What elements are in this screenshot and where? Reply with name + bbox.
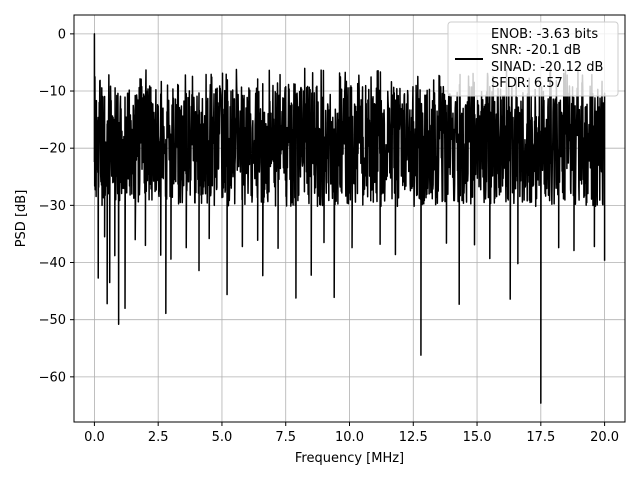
y-tick-label: −40 [39, 256, 66, 271]
y-tick-label: −10 [39, 85, 66, 100]
x-tick-label: 12.5 [399, 430, 428, 445]
legend-line-3: SINAD: -20.12 dB [491, 60, 603, 75]
x-axis-ticks: 0.0 2.5 5.0 7.5 10.0 12.5 15.0 17.5 20.0 [84, 422, 619, 445]
y-tick-label: 0 [58, 27, 66, 42]
y-tick-label: −30 [39, 199, 66, 214]
x-tick-label: 2.5 [148, 430, 169, 445]
y-tick-label: −60 [39, 370, 66, 385]
y-tick-label: −50 [39, 313, 66, 328]
legend-line-4: SFDR: 6.57 [491, 76, 563, 91]
x-tick-label: 0.0 [84, 430, 105, 445]
y-tick-label: −20 [39, 142, 66, 157]
legend-line-1: ENOB: -3.63 bits [491, 27, 598, 42]
legend-box [447, 21, 619, 97]
series-group [93, 33, 606, 404]
x-tick-label: 15.0 [463, 430, 492, 445]
x-tick-label: 10.0 [335, 430, 364, 445]
y-axis-ticks: 0 −10 −20 −30 −40 −50 −60 [39, 27, 74, 385]
legend-line-2: SNR: -20.1 dB [491, 43, 581, 58]
psd-series-line [93, 33, 606, 404]
x-tick-label: 7.5 [275, 430, 296, 445]
x-tick-label: 17.5 [526, 430, 555, 445]
x-tick-label: 20.0 [590, 430, 619, 445]
y-axis-label: PSD [dB] [14, 190, 29, 248]
x-tick-label: 5.0 [212, 430, 233, 445]
legend: ENOB: -3.63 bits SNR: -20.1 dB SINAD: -2… [447, 21, 619, 97]
x-axis-label: Frequency [MHz] [295, 451, 404, 466]
